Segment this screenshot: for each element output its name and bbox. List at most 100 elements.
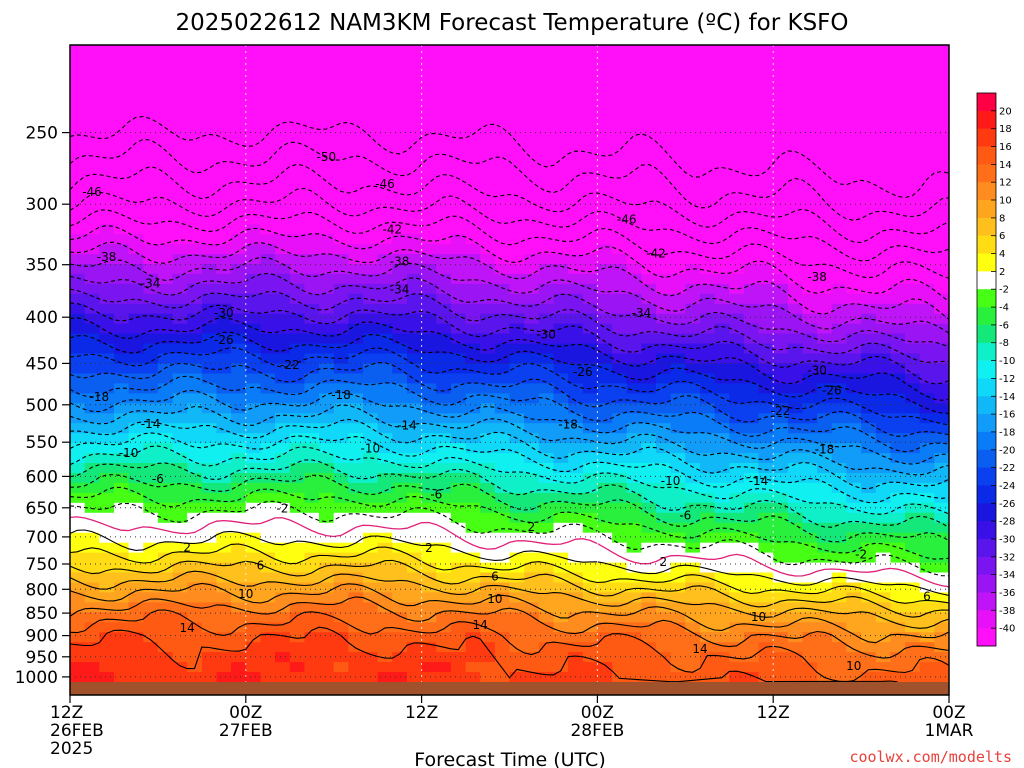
colorbar-label: -10 (999, 356, 1015, 367)
y-tick-label: 250 (26, 124, 58, 144)
colorbar-swatch (977, 164, 996, 183)
colorbar-frame (976, 92, 997, 647)
contour-label: -22 (771, 404, 791, 418)
y-tick-label: 450 (26, 354, 58, 374)
contour-label: -50 (317, 150, 337, 164)
contour-label: 14 (180, 621, 195, 635)
contour-label: 10 (846, 659, 861, 673)
y-axis: 250 300 350 400 450 500 550 600 650 700 750 800 850 9… (15, 124, 70, 688)
colorbar-label: 16 (999, 142, 1012, 153)
colorbar-label: 20 (999, 106, 1012, 117)
colorbar-swatch (977, 324, 996, 344)
y-tick-label: 650 (26, 499, 58, 519)
colorbar-label: 18 (999, 124, 1012, 135)
contour-label: -26 (822, 383, 842, 397)
colorbar-swatch (977, 342, 996, 361)
colorbar-swatch (977, 289, 996, 308)
colorbar-label: -36 (999, 588, 1015, 599)
contour-label: -30 (214, 306, 234, 320)
contour-label: 6 (257, 559, 265, 573)
colorbar: 20 18 16 14 12 10 8 6 4 2 -2 -4 -6 -8 -10 -12 -14 -16 -18 -… (976, 92, 1015, 647)
x-tick-label: 12Z (757, 703, 790, 723)
colorbar-swatch (977, 182, 996, 201)
x-tick-label: 2025 (50, 739, 93, 759)
y-tick-label: 950 (26, 648, 58, 668)
grid-lines (70, 45, 949, 682)
colorbar-label: 4 (999, 249, 1005, 260)
contour-label: -46 (82, 185, 102, 199)
colorbar-swatch (977, 431, 996, 451)
y-tick-label: 350 (26, 256, 58, 276)
y-tick-label: 500 (26, 396, 58, 416)
colorbar-swatch (977, 628, 996, 647)
x-tick-label: 00Z (581, 703, 614, 723)
x-tick-label: 00Z (229, 703, 262, 723)
colorbar-swatch (977, 307, 996, 326)
contour-label: -10 (360, 442, 380, 456)
contour-label: -18 (89, 390, 109, 404)
colorbar-swatch (977, 539, 996, 558)
x-tick-label: 28FEB (570, 721, 624, 741)
colorbar-label: 6 (999, 231, 1005, 242)
colorbar-label: 8 (999, 213, 1005, 224)
y-tick-label: 1000 (15, 668, 58, 688)
colorbar-label: -8 (999, 338, 1009, 349)
contour-lines (70, 115, 949, 682)
y-tick-label: 850 (26, 604, 58, 624)
x-tick-label: 27FEB (219, 721, 273, 741)
contour-label: -42 (382, 223, 402, 237)
colorbar-swatch (977, 467, 996, 486)
colorbar-label: -2 (999, 285, 1009, 296)
colorbar-swatch (977, 556, 996, 575)
y-tick-label: 600 (26, 467, 58, 487)
contour-label: -18 (558, 418, 578, 432)
colorbar-label: -6 (999, 320, 1009, 331)
colorbar-label: -14 (999, 392, 1015, 403)
contour-label: -38 (390, 254, 410, 268)
colorbar-swatch (977, 378, 996, 397)
colorbar-swatch (977, 503, 996, 522)
y-tick-label: 300 (26, 195, 58, 215)
contour-label: 2 (183, 540, 191, 554)
colorbar-swatch (977, 146, 996, 165)
y-tick-label: 700 (26, 528, 58, 548)
colorbar-swatch (977, 93, 996, 112)
contour-label: -14 (397, 418, 417, 432)
colorbar-swatch (977, 485, 996, 504)
y-tick-label: 900 (26, 627, 58, 647)
contour-label: -22 (280, 358, 300, 372)
contour-label: 10 (751, 610, 766, 624)
contour-label: -6 (679, 509, 691, 523)
contour-label: -46 (375, 177, 395, 191)
contour-label: -34 (141, 276, 161, 290)
colorbar-label: -28 (999, 517, 1015, 528)
colorbar-swatch (977, 592, 996, 611)
contour-label: -38 (807, 270, 827, 284)
contour-label: 2 (528, 520, 536, 534)
contour-label: -26 (573, 365, 593, 379)
colorbar-label: -26 (999, 499, 1015, 510)
contour-label: -34 (390, 283, 410, 297)
x-tick-label: 12Z (405, 703, 438, 723)
colorbar-label: -22 (999, 463, 1015, 474)
contour-label: -10 (119, 446, 139, 460)
chart-title: 2025022612 NAM3KM Forecast Temperature (… (175, 10, 848, 36)
contour-label: -2 (276, 501, 288, 515)
contour-label: -30 (807, 363, 827, 377)
colorbar-swatch (977, 360, 996, 379)
colorbar-label: -12 (999, 374, 1015, 385)
contour-label: -42 (646, 246, 666, 260)
y-tick-label: 750 (26, 555, 58, 575)
colorbar-label: -32 (999, 552, 1015, 563)
colorbar-swatch (977, 200, 996, 219)
contour-label: -26 (214, 333, 234, 347)
colorbar-label: -20 (999, 445, 1015, 456)
colorbar-label: -38 (999, 606, 1015, 617)
contour-label: 14 (692, 642, 707, 656)
contour-label: -30 (536, 327, 556, 341)
colorbar-swatch (977, 610, 996, 629)
colorbar-label: -24 (999, 481, 1015, 492)
x-tick-label: 12Z (50, 703, 83, 723)
contour-label: 6 (923, 590, 931, 604)
contour-label: 6 (491, 569, 499, 583)
